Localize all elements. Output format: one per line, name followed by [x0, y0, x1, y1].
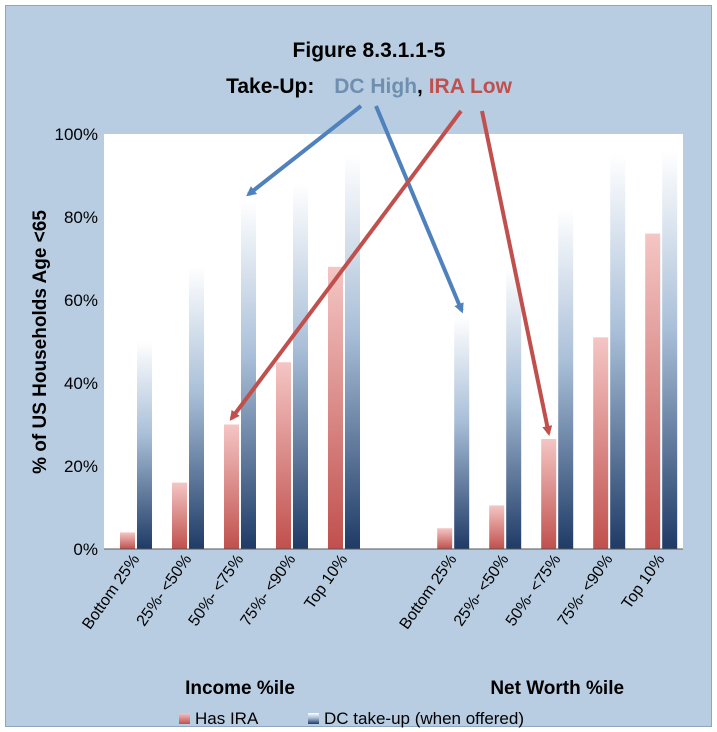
- subtitle-ira-low: IRA Low: [429, 75, 513, 98]
- subtitle-separator: ,: [417, 75, 423, 98]
- x-category-label: 75%- <90%: [555, 552, 617, 630]
- y-tick-label: 60%: [64, 291, 98, 310]
- bar-dc-takeup: [662, 150, 678, 549]
- chart-frame: Figure 8.3.1.1-5 Take-Up: DC High, IRA L…: [5, 5, 712, 728]
- legend: Has IRA DC take-up (when offered): [179, 709, 524, 728]
- legend-swatch: [179, 713, 190, 724]
- group-label: Income %ile: [185, 678, 295, 699]
- bar-has-ira: [489, 505, 505, 549]
- x-category-label: 75%- <90%: [238, 552, 300, 630]
- bar-has-ira: [645, 233, 661, 549]
- legend-label: Has IRA: [195, 709, 259, 728]
- annotation-arrow: [246, 104, 363, 197]
- bar-dc-takeup: [345, 154, 360, 549]
- bar-dc-takeup: [293, 183, 308, 550]
- bar-has-ira: [593, 337, 609, 549]
- x-category-label: Top 10%: [302, 552, 352, 613]
- bar-has-ira: [172, 482, 187, 549]
- y-tick-label: 0%: [73, 540, 98, 559]
- subtitle-prefix: Take-Up:: [226, 75, 314, 98]
- y-axis-ticks: 0% 20% 40% 60% 80% 100%: [55, 125, 98, 559]
- group-labels: Income %ile Net Worth %ile: [185, 678, 624, 699]
- bar-has-ira: [276, 362, 291, 549]
- annotation-arrow: [229, 109, 463, 421]
- bars: [120, 150, 678, 550]
- chart-title: Figure 8.3.1.1-5: [293, 39, 446, 62]
- bar-dc-takeup: [454, 316, 470, 549]
- subtitle-dc-high: DC High: [334, 75, 417, 98]
- y-axis-label: % of US Households Age <65: [30, 210, 51, 474]
- x-category-label: Top 10%: [619, 552, 669, 613]
- annotation-arrow: [480, 110, 553, 436]
- chart-subtitle: Take-Up: DC High, IRA Low: [226, 75, 513, 98]
- bar-has-ira: [120, 532, 135, 549]
- bar-dc-takeup: [558, 208, 574, 549]
- y-tick-label: 80%: [64, 208, 98, 227]
- bar-has-ira: [328, 266, 343, 549]
- bar-dc-takeup: [241, 200, 256, 549]
- bar-dc-takeup: [137, 341, 152, 549]
- bar-has-ira: [224, 424, 239, 549]
- bar-chart: Figure 8.3.1.1-5 Take-Up: DC High, IRA L…: [30, 39, 683, 728]
- bar-dc-takeup: [610, 154, 626, 549]
- bar-has-ira: [541, 439, 557, 549]
- y-tick-label: 40%: [64, 374, 98, 393]
- bar-dc-takeup: [189, 266, 204, 549]
- annotation-arrow: [374, 105, 464, 314]
- annotation-arrows: [229, 104, 553, 436]
- x-axis-labels: Bottom 25%25%- <50%50%- <75%75%- <90% Top…: [79, 552, 668, 633]
- y-tick-label: 100%: [55, 125, 98, 144]
- bar-has-ira: [437, 528, 453, 549]
- group-label: Net Worth %ile: [490, 678, 624, 699]
- legend-label: DC take-up (when offered): [324, 709, 524, 728]
- bar-dc-takeup: [506, 266, 522, 549]
- legend-swatch: [308, 713, 319, 724]
- y-tick-label: 20%: [64, 457, 98, 476]
